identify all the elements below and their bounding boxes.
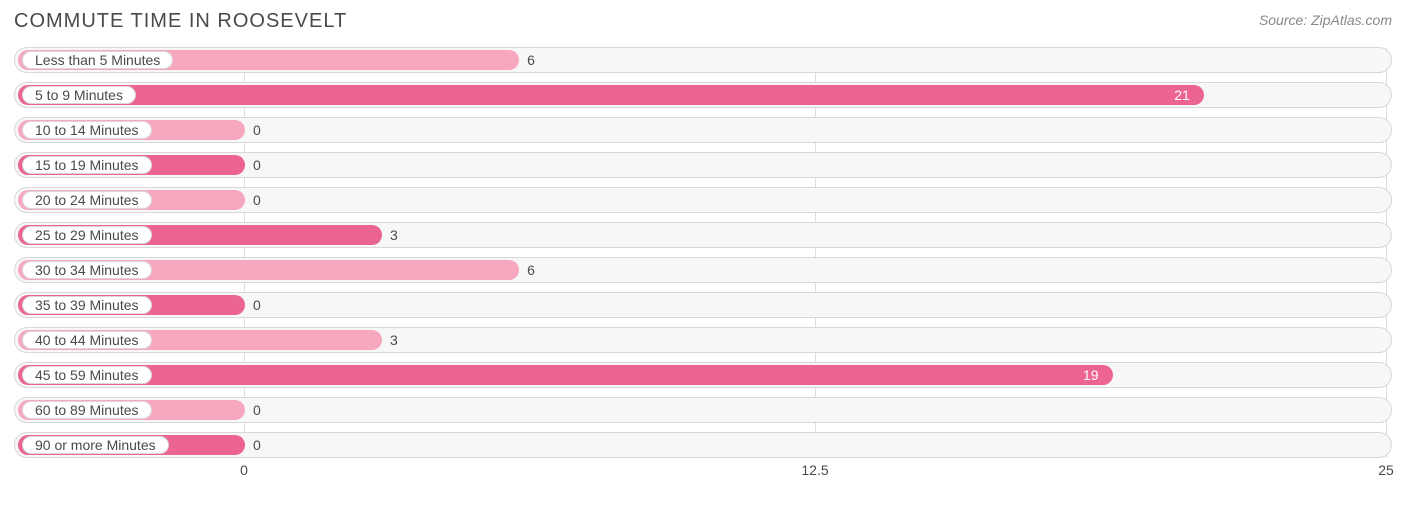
bar-label: 20 to 24 Minutes xyxy=(35,192,139,208)
bar-label: 90 or more Minutes xyxy=(35,437,156,453)
bar-value: 0 xyxy=(253,188,261,212)
bar-label: 25 to 29 Minutes xyxy=(35,227,139,243)
bar-label: 40 to 44 Minutes xyxy=(35,332,139,348)
bar-label: Less than 5 Minutes xyxy=(35,52,160,68)
bar-row: 35 to 39 Minutes 0 xyxy=(14,292,1392,318)
chart-header: COMMUTE TIME IN ROOSEVELT Source: ZipAtl… xyxy=(14,10,1392,33)
bar-label: 60 to 89 Minutes xyxy=(35,402,139,418)
bar-value: 21 xyxy=(1174,83,1190,107)
bar-row: 5 to 9 Minutes 21 xyxy=(14,82,1392,108)
bar-value: 19 xyxy=(1083,363,1099,387)
bar-label: 10 to 14 Minutes xyxy=(35,122,139,138)
bar-row: 60 to 89 Minutes 0 xyxy=(14,397,1392,423)
bar-row: Less than 5 Minutes 6 xyxy=(14,47,1392,73)
bar-row: 15 to 19 Minutes 0 xyxy=(14,152,1392,178)
x-axis: 0 12.5 25 xyxy=(14,456,1392,480)
bar-row: 20 to 24 Minutes 0 xyxy=(14,187,1392,213)
chart-title: COMMUTE TIME IN ROOSEVELT xyxy=(14,10,347,33)
bar-label-pill: 60 to 89 Minutes xyxy=(22,401,152,419)
gridline xyxy=(1386,47,1387,458)
bar-label-pill: Less than 5 Minutes xyxy=(22,51,173,69)
bar-label: 35 to 39 Minutes xyxy=(35,297,139,313)
bar-value: 3 xyxy=(390,328,398,352)
bar-label-pill: 20 to 24 Minutes xyxy=(22,191,152,209)
axis-tick: 0 xyxy=(240,462,248,478)
bar-value: 0 xyxy=(253,398,261,422)
axis-tick: 25 xyxy=(1378,462,1394,478)
chart-area: Less than 5 Minutes 6 5 to 9 Minutes 21 10 t… xyxy=(14,47,1392,480)
bar-label-pill: 45 to 59 Minutes xyxy=(22,366,152,384)
bar-label-pill: 10 to 14 Minutes xyxy=(22,121,152,139)
bar-value: 0 xyxy=(253,293,261,317)
bar-fill xyxy=(18,365,1113,385)
bar-label: 15 to 19 Minutes xyxy=(35,157,139,173)
bar-row: 30 to 34 Minutes 6 xyxy=(14,257,1392,283)
bar-label-pill: 30 to 34 Minutes xyxy=(22,261,152,279)
bar-label: 45 to 59 Minutes xyxy=(35,367,139,383)
bar-value: 6 xyxy=(527,258,535,282)
bar-value: 3 xyxy=(390,223,398,247)
bar-row: 25 to 29 Minutes 3 xyxy=(14,222,1392,248)
bar-label-pill: 25 to 29 Minutes xyxy=(22,226,152,244)
bar-label-pill: 90 or more Minutes xyxy=(22,436,169,454)
axis-tick: 12.5 xyxy=(801,462,828,478)
chart-source: Source: ZipAtlas.com xyxy=(1259,10,1392,28)
chart-container: COMMUTE TIME IN ROOSEVELT Source: ZipAtl… xyxy=(0,0,1406,523)
bar-value: 6 xyxy=(527,48,535,72)
bar-label-pill: 15 to 19 Minutes xyxy=(22,156,152,174)
bar-label-pill: 35 to 39 Minutes xyxy=(22,296,152,314)
bar-label-pill: 5 to 9 Minutes xyxy=(22,86,136,104)
bar-value: 0 xyxy=(253,433,261,457)
bars-wrapper: Less than 5 Minutes 6 5 to 9 Minutes 21 10 t… xyxy=(14,47,1392,458)
bar-row: 10 to 14 Minutes 0 xyxy=(14,117,1392,143)
bar-value: 0 xyxy=(253,118,261,142)
bar-fill xyxy=(18,85,1204,105)
bar-label: 30 to 34 Minutes xyxy=(35,262,139,278)
bar-label-pill: 40 to 44 Minutes xyxy=(22,331,152,349)
bar-row: 40 to 44 Minutes 3 xyxy=(14,327,1392,353)
bar-value: 0 xyxy=(253,153,261,177)
bar-row: 90 or more Minutes 0 xyxy=(14,432,1392,458)
bar-row: 45 to 59 Minutes 19 xyxy=(14,362,1392,388)
bar-label: 5 to 9 Minutes xyxy=(35,87,123,103)
